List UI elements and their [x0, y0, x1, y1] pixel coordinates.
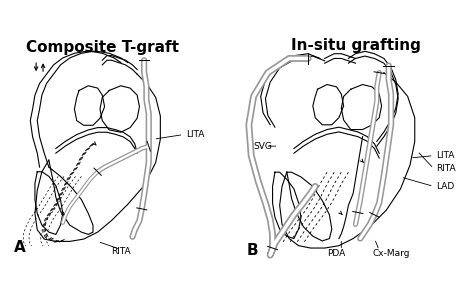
Text: Cx-Marg: Cx-Marg — [372, 249, 410, 258]
Text: A: A — [14, 240, 26, 255]
Text: B: B — [246, 243, 258, 257]
Text: SVG: SVG — [254, 142, 273, 151]
Text: In-situ grafting: In-situ grafting — [291, 38, 420, 53]
Text: LAD: LAD — [436, 182, 455, 191]
Text: Composite T-graft: Composite T-graft — [26, 40, 179, 56]
Text: LITA: LITA — [186, 130, 204, 139]
Text: RITA: RITA — [111, 247, 131, 256]
Text: LITA: LITA — [436, 151, 455, 160]
Text: RITA: RITA — [436, 164, 456, 173]
Text: PDA: PDA — [327, 249, 346, 258]
